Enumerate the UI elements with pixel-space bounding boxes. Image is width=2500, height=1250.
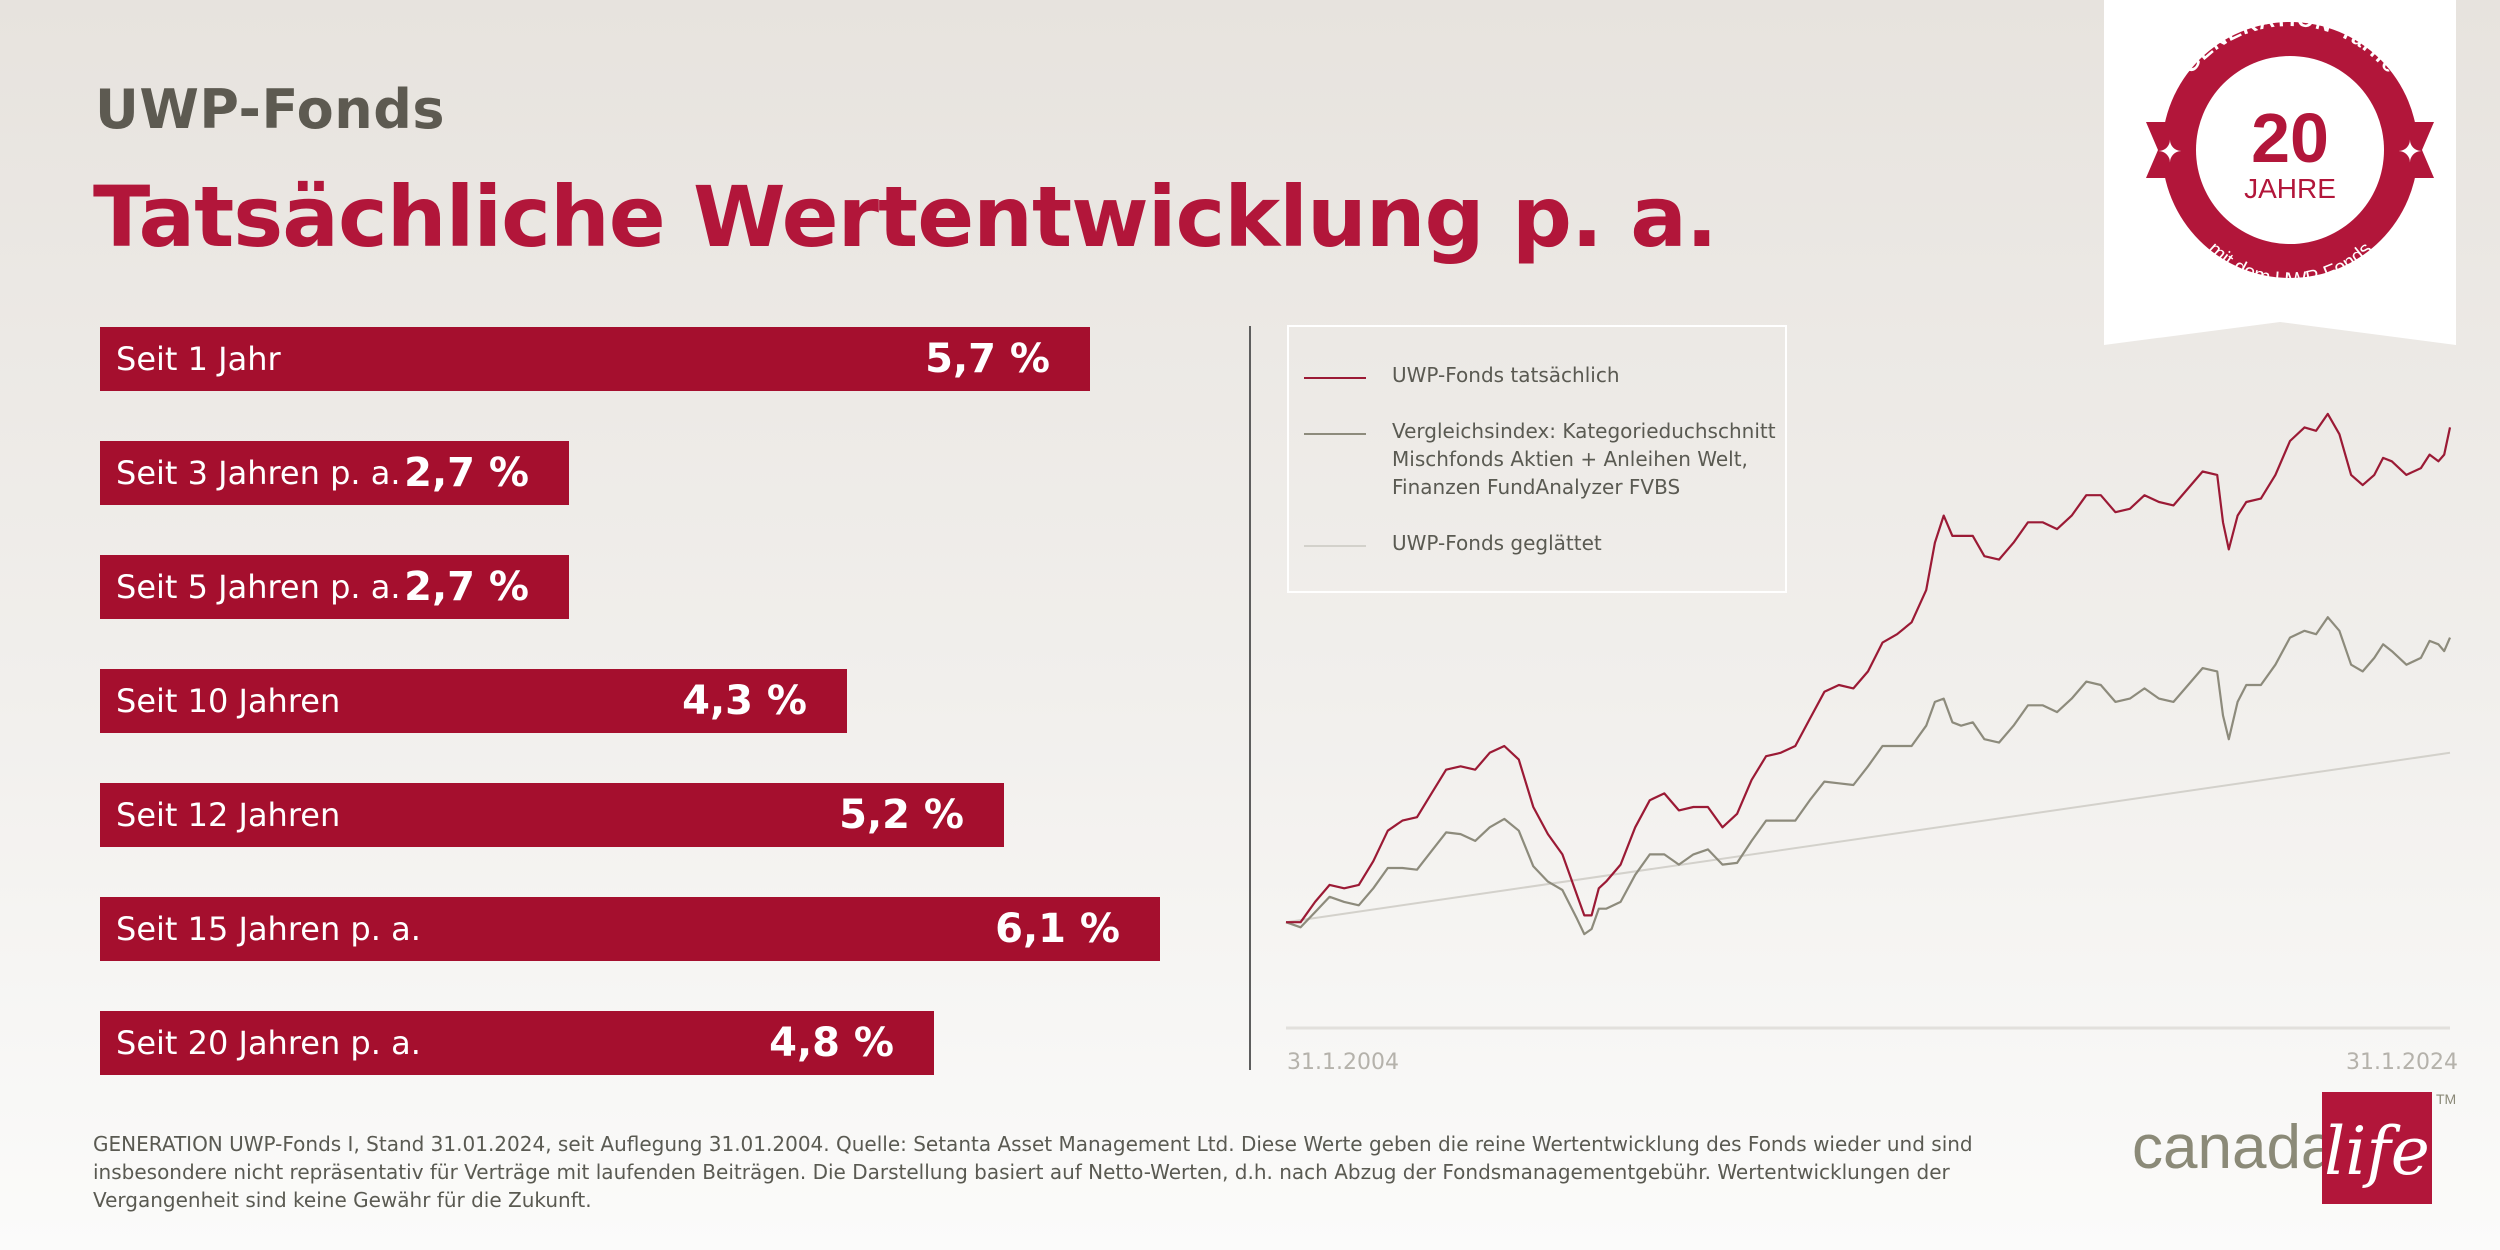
chart-legend: UWP-Fonds tatsächlich Vergleichsindex: K…: [1287, 325, 1787, 593]
line-chart: [1285, 412, 2452, 1030]
legend-label-smoothed: UWP-Fonds geglättet: [1392, 531, 1602, 555]
badge-unit: JAHRE: [2244, 173, 2336, 204]
legend-swatch-uwp: [1304, 377, 1366, 379]
bar-label-3: Seit 5 Jahren p. a.: [116, 568, 401, 606]
bar-value-6: 6,1 %: [995, 906, 1120, 952]
brand-box: [2322, 1092, 2432, 1204]
badge-number: 20: [2251, 99, 2329, 177]
brand-trademark: TM: [2436, 1091, 2456, 1107]
bar-value-2: 2,7 %: [404, 450, 529, 496]
bar-value-7: 4,8 %: [769, 1020, 894, 1066]
legend-swatch-smoothed: [1304, 545, 1366, 547]
bar-2: Seit 3 Jahren p. a. 2,7 %: [100, 441, 569, 505]
brand-word: canada: [2132, 1113, 2336, 1182]
bar-7: Seit 20 Jahren p. a. 4,8 %: [100, 1011, 934, 1075]
x-axis-label-start: 31.1.2004: [1287, 1050, 1399, 1075]
badge-band-right: [2384, 122, 2434, 178]
badge-graphic: ✦ ✦ GENERATION-Tarife mit dem UWP-Fonds …: [2104, 0, 2456, 345]
bar-3: Seit 5 Jahren p. a. 2,7 %: [100, 555, 569, 619]
brand-script: life: [2324, 1113, 2430, 1190]
bar-label-7: Seit 20 Jahren p. a.: [116, 1024, 421, 1062]
bar-value-4: 4,3 %: [682, 678, 807, 724]
legend-label-index: Vergleichsindex: Kategorieduchschnitt Mi…: [1392, 419, 1776, 499]
canada-life-logo: canada life TM: [2132, 1091, 2456, 1204]
badge-band-left: [2146, 122, 2196, 178]
series-index-line: [1285, 616, 2452, 936]
eyebrow-title: UWP-Fonds: [95, 78, 445, 141]
bar-6: Seit 15 Jahren p. a. 6,1 %: [100, 897, 1160, 961]
bar-value-5: 5,2 %: [839, 792, 964, 838]
page-title: Tatsächliche Wertentwicklung p. a.: [93, 168, 1718, 266]
series-smoothed-line: [1285, 751, 2451, 924]
badge-inner-disc: [2196, 56, 2384, 244]
bar-4: Seit 10 Jahren 4,3 %: [100, 669, 847, 733]
maple-leaf-right-icon: ✦: [2397, 135, 2422, 170]
bar-value-1: 5,7 %: [925, 336, 1050, 382]
legend-swatch-index: [1304, 433, 1366, 435]
maple-leaf-left-icon: ✦: [2157, 135, 2182, 170]
bar-value-3: 2,7 %: [404, 564, 529, 610]
bar-5: Seit 12 Jahren 5,2 %: [100, 783, 1004, 847]
bar-1: Seit 1 Jahr 5,7 %: [100, 327, 1090, 391]
chart-divider: [1249, 326, 1251, 1070]
bar-label-1: Seit 1 Jahr: [116, 340, 281, 378]
legend-label-uwp: UWP-Fonds tatsächlich: [1392, 363, 1620, 387]
footnote: GENERATION UWP-Fonds I, Stand 31.01.2024…: [93, 1132, 1973, 1212]
bar-label-2: Seit 3 Jahren p. a.: [116, 454, 401, 492]
bar-label-6: Seit 15 Jahren p. a.: [116, 910, 421, 948]
x-axis-label-end: 31.1.2024: [2346, 1050, 2458, 1075]
series-uwp-line: [1286, 412, 2452, 924]
bar-chart: Seit 1 Jahr 5,7 % Seit 3 Jahren p. a. 2,7 %…: [0, 0, 1260, 1100]
bar-label-5: Seit 12 Jahren: [116, 796, 341, 834]
bar-label-4: Seit 10 Jahren: [116, 682, 341, 720]
